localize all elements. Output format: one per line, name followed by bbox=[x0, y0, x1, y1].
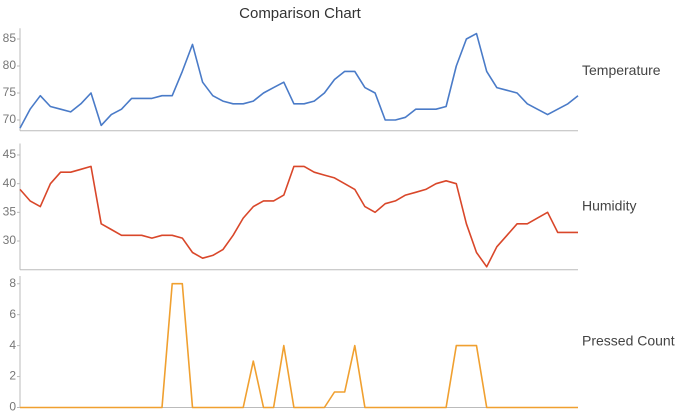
y-tick-label: 0 bbox=[9, 400, 16, 414]
legend-label: Pressed Count bbox=[582, 332, 675, 348]
series-line bbox=[19, 165, 578, 268]
y-tick-label: 75 bbox=[3, 85, 17, 99]
y-tick-label: 35 bbox=[3, 205, 17, 219]
y-tick-label: 4 bbox=[9, 338, 16, 352]
series-line bbox=[19, 32, 579, 129]
legend-label: Temperature bbox=[582, 62, 661, 78]
y-tick-label: 80 bbox=[3, 58, 17, 72]
y-tick-label: 85 bbox=[3, 31, 17, 45]
y-tick-label: 30 bbox=[3, 233, 17, 247]
y-tick-label: 2 bbox=[9, 369, 16, 383]
y-tick-label: 6 bbox=[9, 307, 16, 321]
y-tick-label: 40 bbox=[3, 176, 17, 190]
series-line bbox=[20, 282, 578, 409]
y-tick-label: 8 bbox=[9, 276, 16, 290]
y-tick-label: 45 bbox=[3, 147, 17, 161]
chart-title: Comparison Chart bbox=[239, 5, 362, 22]
y-tick-label: 70 bbox=[3, 112, 17, 126]
legend-label: Humidity bbox=[582, 197, 636, 213]
